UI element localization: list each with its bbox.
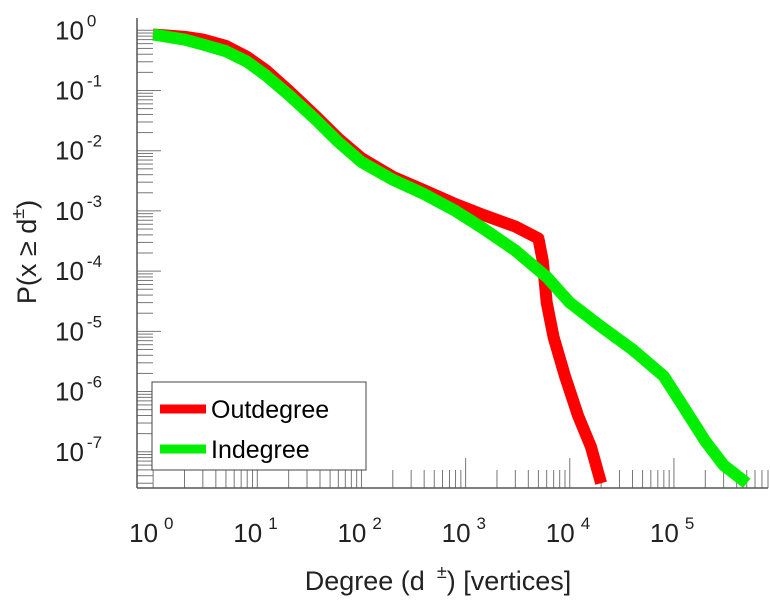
series-line-indegree: [152, 28, 751, 488]
data-point-indegree: [202, 44, 204, 45]
y-tick-label: 10 -1: [55, 71, 102, 105]
x-tick-label: 10 5: [650, 514, 694, 548]
data-point-indegree: [704, 440, 706, 442]
data-point-indegree: [337, 141, 339, 143]
data-point-indegree: [152, 34, 154, 35]
legend-label-outdegree: Outdegree: [211, 396, 329, 424]
data-point-indegree: [246, 61, 248, 63]
x-tick-labels: 10 0 10 1 10 2 10 3 10 4 10 5: [129, 514, 694, 548]
data-point-outdegree: [564, 375, 566, 377]
tick-marks: [137, 29, 769, 488]
y-tick-label: 10 -3: [55, 192, 102, 226]
data-point-indegree: [361, 161, 362, 163]
x-tick-label: 10 4: [546, 514, 590, 548]
data-point-indegree: [225, 50, 227, 52]
data-point-indegree: [265, 74, 266, 76]
data-point-indegree: [569, 302, 571, 304]
data-point-outdegree: [546, 302, 548, 304]
data-point-outdegree: [542, 260, 544, 261]
data-point-indegree: [746, 482, 748, 484]
data-point-outdegree: [590, 446, 592, 448]
data-point-indegree: [632, 349, 633, 350]
legend-label-indegree: Indegree: [211, 436, 310, 464]
data-point-indegree: [723, 464, 725, 466]
y-axis-title: P(x ≥ d±): [8, 200, 42, 304]
data-point-indegree: [313, 117, 315, 119]
y-tick-label: 10 -6: [55, 373, 102, 407]
data-point-outdegree: [600, 482, 602, 484]
x-tick-label: 10 2: [337, 514, 381, 548]
data-point-outdegree: [553, 336, 555, 338]
data-point-outdegree: [514, 226, 516, 227]
data-point-outdegree: [537, 237, 539, 239]
data-point-indegree: [663, 375, 665, 377]
x-tick-label: 10 1: [233, 514, 277, 548]
data-point-indegree: [681, 404, 683, 406]
legend: Outdegree Indegree: [151, 381, 367, 471]
x-tick-label: 10 0: [129, 514, 173, 548]
data-point-indegree: [600, 326, 602, 328]
legend-box: [151, 381, 367, 471]
data-point-indegree: [514, 250, 516, 251]
data-point-outdegree: [483, 214, 485, 216]
data-point-indegree: [288, 94, 290, 96]
data-point-indegree: [483, 228, 485, 230]
x-axis-title: Degree (d ±) [vertices]: [305, 562, 572, 596]
data-point-indegree: [392, 179, 394, 181]
y-tick-label: 10 0: [55, 11, 96, 45]
data-point-indegree: [184, 39, 185, 41]
y-tick-label: 10 -7: [55, 433, 102, 467]
y-tick-label: 10 -2: [55, 132, 102, 166]
y-tick-label: 10 -4: [55, 252, 102, 286]
data-point-outdegree: [577, 415, 579, 416]
series-layer: [152, 28, 751, 488]
data-point-indegree: [455, 210, 456, 212]
data-point-indegree: [423, 193, 425, 195]
x-tick-label: 10 3: [442, 514, 486, 548]
data-point-indegree: [546, 276, 548, 278]
y-tick-label: 10 -5: [55, 312, 102, 346]
